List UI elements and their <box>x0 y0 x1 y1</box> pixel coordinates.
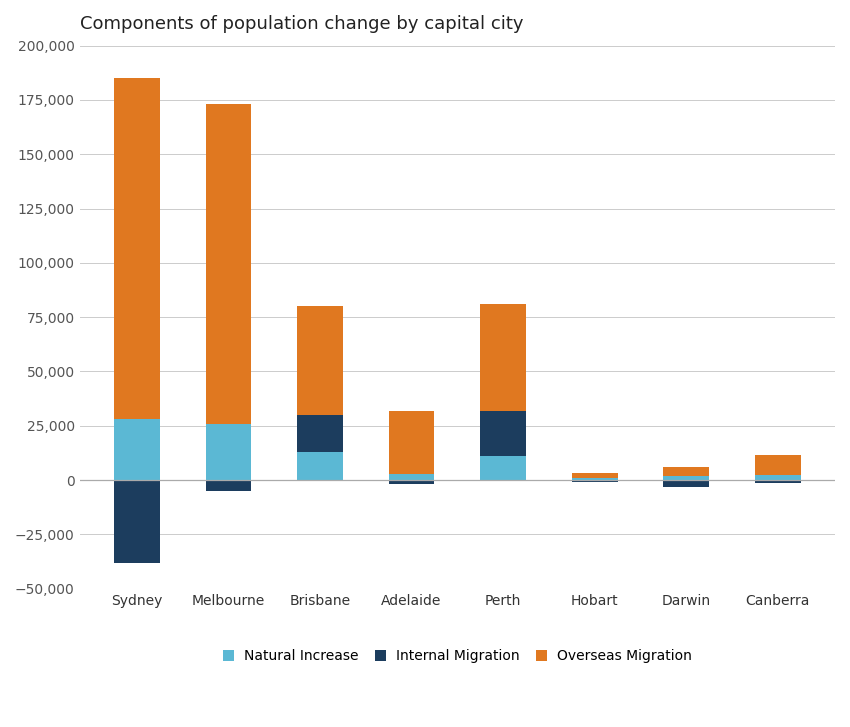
Bar <box>480 304 526 411</box>
Bar <box>114 419 160 480</box>
Bar <box>206 104 252 424</box>
Bar <box>755 480 801 483</box>
Bar <box>206 480 252 491</box>
Bar <box>297 306 343 415</box>
Legend: Natural Increase, Internal Migration, Overseas Migration: Natural Increase, Internal Migration, Ov… <box>218 645 696 667</box>
Bar <box>206 424 252 480</box>
Bar <box>663 467 709 475</box>
Bar <box>572 473 618 478</box>
Bar <box>663 475 709 480</box>
Bar <box>297 415 343 452</box>
Bar <box>755 455 801 475</box>
Bar <box>572 478 618 480</box>
Bar <box>114 480 160 563</box>
Text: Components of population change by capital city: Components of population change by capit… <box>80 15 523 33</box>
Bar <box>663 480 709 486</box>
Bar <box>114 79 160 419</box>
Bar <box>388 480 434 484</box>
Bar <box>388 473 434 480</box>
Bar <box>480 411 526 457</box>
Bar <box>755 475 801 480</box>
Bar <box>388 411 434 473</box>
Bar <box>480 457 526 480</box>
Bar <box>572 480 618 482</box>
Bar <box>297 452 343 480</box>
